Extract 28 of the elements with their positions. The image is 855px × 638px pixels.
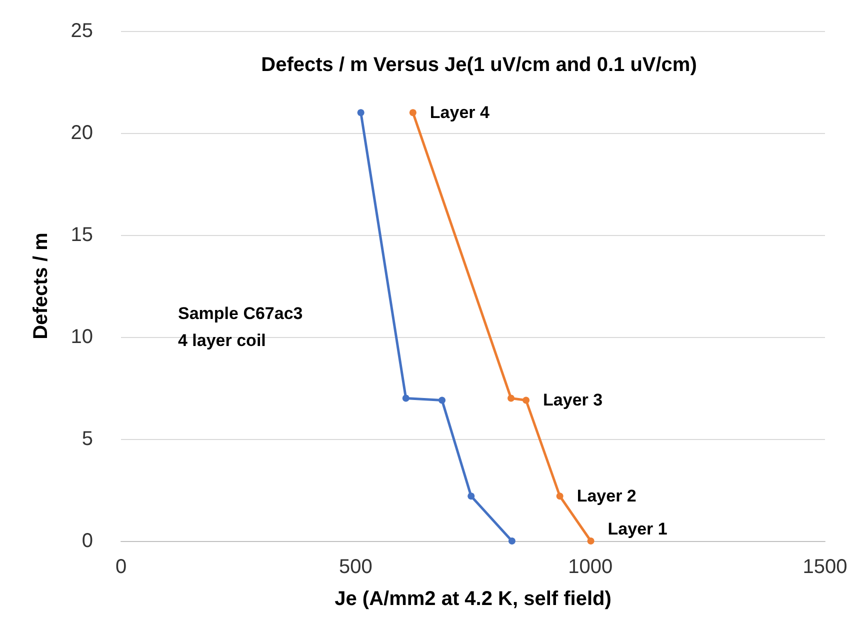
y-tick-label: 25 <box>70 20 93 42</box>
point <box>438 396 446 404</box>
y-tick-label: 10 <box>70 326 93 348</box>
x-tick-label: 0 <box>115 556 127 578</box>
x-tick-label: 1000 <box>568 556 613 578</box>
point <box>508 394 515 402</box>
point <box>587 538 594 544</box>
x-tick-label: 500 <box>338 556 372 578</box>
point <box>522 396 530 404</box>
annotation: Layer 2 <box>576 486 636 506</box>
point <box>409 109 416 116</box>
annotation: Layer 3 <box>543 390 603 410</box>
x-axis-title: Je (A/mm2 at 4.2 K, self field) <box>334 588 612 610</box>
annotation: Layer 4 <box>430 103 490 122</box>
text: Defects / m Versus Je(1 uV/cm and 0.1 uV/cm) <box>261 54 697 76</box>
annotation: Layer 1 <box>608 520 668 538</box>
y-axis-title: Defects / m <box>30 232 52 340</box>
point <box>556 492 564 500</box>
y-tick-label: 5 <box>82 428 93 450</box>
point <box>508 538 516 544</box>
point <box>468 492 475 500</box>
y-tick-label: 15 <box>70 224 93 246</box>
point <box>402 394 410 402</box>
annotation: Sample C67ac3 4 layer coil <box>178 304 303 350</box>
y-tick-label: 20 <box>70 122 93 144</box>
y-tick-label: 0 <box>82 530 93 552</box>
point <box>357 109 364 116</box>
x-tick-label: 1500 <box>802 556 848 578</box>
